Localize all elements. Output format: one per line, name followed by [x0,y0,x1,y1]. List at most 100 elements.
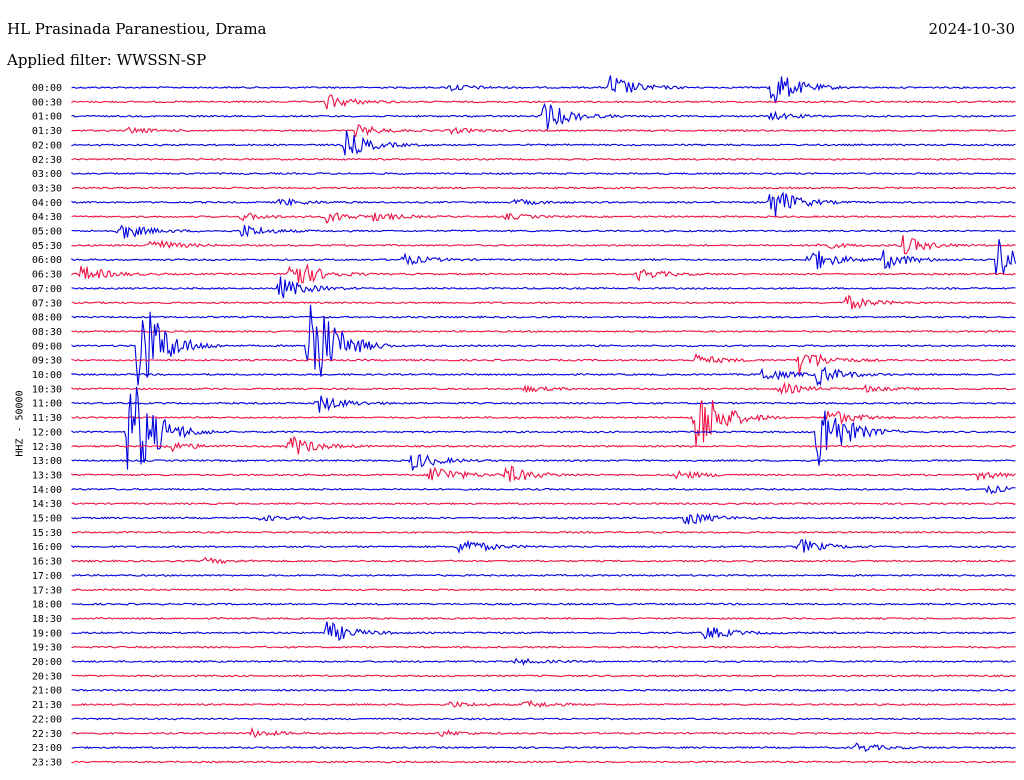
trace-line-0700 [71,276,1016,299]
trace-line-1000 [71,366,1016,387]
time-tick-1830: 18:30 [32,614,62,625]
time-tick-0400: 04:00 [32,198,62,209]
time-tick-1530: 15:30 [32,528,62,539]
time-tick-0830: 08:30 [32,327,62,338]
trace-line-1500 [71,512,1016,525]
trace-line-1030 [71,381,1016,396]
trace-line-1930 [71,645,1016,649]
time-tick-1900: 19:00 [32,628,62,639]
trace-line-2330 [71,760,1016,764]
trace-line-0100 [71,102,1016,130]
time-tick-1430: 14:30 [32,499,62,510]
trace-line-1600 [71,538,1016,554]
time-tick-labels: 00:00 00:30 01:00 01:30 02:00 02:30 03:00 03:30… [32,83,62,768]
time-tick-0900: 09:00 [32,341,62,352]
trace-line-2200 [71,717,1016,721]
time-tick-0430: 04:30 [32,212,62,223]
time-tick-0330: 03:30 [32,183,62,194]
time-tick-0200: 02:00 [32,140,62,151]
trace-line-0900 [71,304,1016,386]
trace-line-1130 [71,400,1016,446]
trace-line-2130 [71,699,1016,708]
time-tick-0600: 06:00 [32,255,62,266]
time-tick-1600: 16:00 [32,542,62,553]
time-tick-0930: 09:30 [32,356,62,367]
trace-line-2300 [71,742,1016,753]
time-tick-0000: 00:00 [32,83,62,94]
time-tick-1730: 17:30 [32,585,62,596]
time-tick-2100: 21:00 [32,686,62,697]
time-tick-1400: 14:00 [32,485,62,496]
time-tick-0630: 06:30 [32,270,62,281]
time-tick-2300: 23:00 [32,743,62,754]
trace-line-0130 [71,124,1016,138]
station-title: HL Prasinada Paranestiou, Drama [7,20,267,38]
trace-line-1730 [71,588,1016,592]
trace-line-0430 [71,212,1016,225]
time-tick-2000: 20:00 [32,657,62,668]
time-tick-2200: 22:00 [32,714,62,725]
trace-line-0000 [71,75,1016,104]
trace-line-0500 [71,224,1016,239]
trace-line-0030 [71,94,1016,110]
trace-line-2000 [71,657,1016,666]
time-tick-0700: 07:00 [32,284,62,295]
time-tick-1930: 19:30 [32,643,62,654]
trace-line-1700 [71,573,1016,577]
time-tick-0800: 08:00 [32,313,62,324]
time-tick-1130: 11:30 [32,413,62,424]
trace-line-1300 [71,453,1016,471]
trace-line-0330 [71,186,1016,190]
time-tick-1300: 13:00 [32,456,62,467]
time-tick-2330: 23:30 [32,757,62,768]
time-tick-0100: 01:00 [32,112,62,123]
trace-line-0230 [71,157,1016,161]
trace-line-1630 [71,556,1016,565]
trace-line-2230 [71,726,1016,738]
time-tick-0530: 05:30 [32,241,62,252]
trace-line-0630 [71,262,1016,284]
trace-line-1900 [71,621,1016,642]
helicorder-traces [71,75,1017,764]
time-tick-0030: 00:30 [32,97,62,108]
time-tick-0230: 02:30 [32,155,62,166]
time-tick-1630: 16:30 [32,557,62,568]
time-tick-1500: 15:00 [32,514,62,525]
trace-line-0930 [71,352,1016,375]
time-tick-1200: 12:00 [32,427,62,438]
trace-line-1830 [71,616,1016,621]
time-tick-0730: 07:30 [32,298,62,309]
trace-line-2030 [71,674,1016,678]
time-tick-1330: 13:30 [32,470,62,481]
trace-line-1330 [71,465,1016,482]
trace-line-1100 [71,395,1016,413]
time-tick-1230: 12:30 [32,442,62,453]
time-tick-1000: 10:00 [32,370,62,381]
trace-line-0400 [71,191,1016,217]
filter-label: Applied filter: WWSSN-SP [7,51,207,69]
trace-line-0800 [71,315,1016,319]
trace-line-2100 [71,688,1016,692]
time-tick-2230: 22:30 [32,729,62,740]
time-tick-0500: 05:00 [32,227,62,238]
trace-line-1800 [71,602,1016,606]
trace-line-0830 [71,329,1016,333]
trace-line-0200 [71,130,1016,156]
trace-line-1230 [71,435,1016,455]
trace-line-1430 [71,502,1016,506]
trace-line-0530 [71,235,1016,255]
trace-line-1200 [71,386,1016,470]
time-tick-2030: 20:30 [32,671,62,682]
trace-line-0300 [71,171,1016,176]
time-tick-1100: 11:00 [32,399,62,410]
time-tick-1700: 17:00 [32,571,62,582]
time-tick-0300: 03:00 [32,169,62,180]
time-tick-2130: 21:30 [32,700,62,711]
trace-date: 2024-10-30 [928,20,1015,38]
time-tick-0130: 01:30 [32,126,62,137]
trace-line-1530 [71,530,1016,534]
time-tick-1800: 18:00 [32,600,62,611]
trace-line-0730 [71,294,1016,310]
time-tick-1030: 10:30 [32,384,62,395]
